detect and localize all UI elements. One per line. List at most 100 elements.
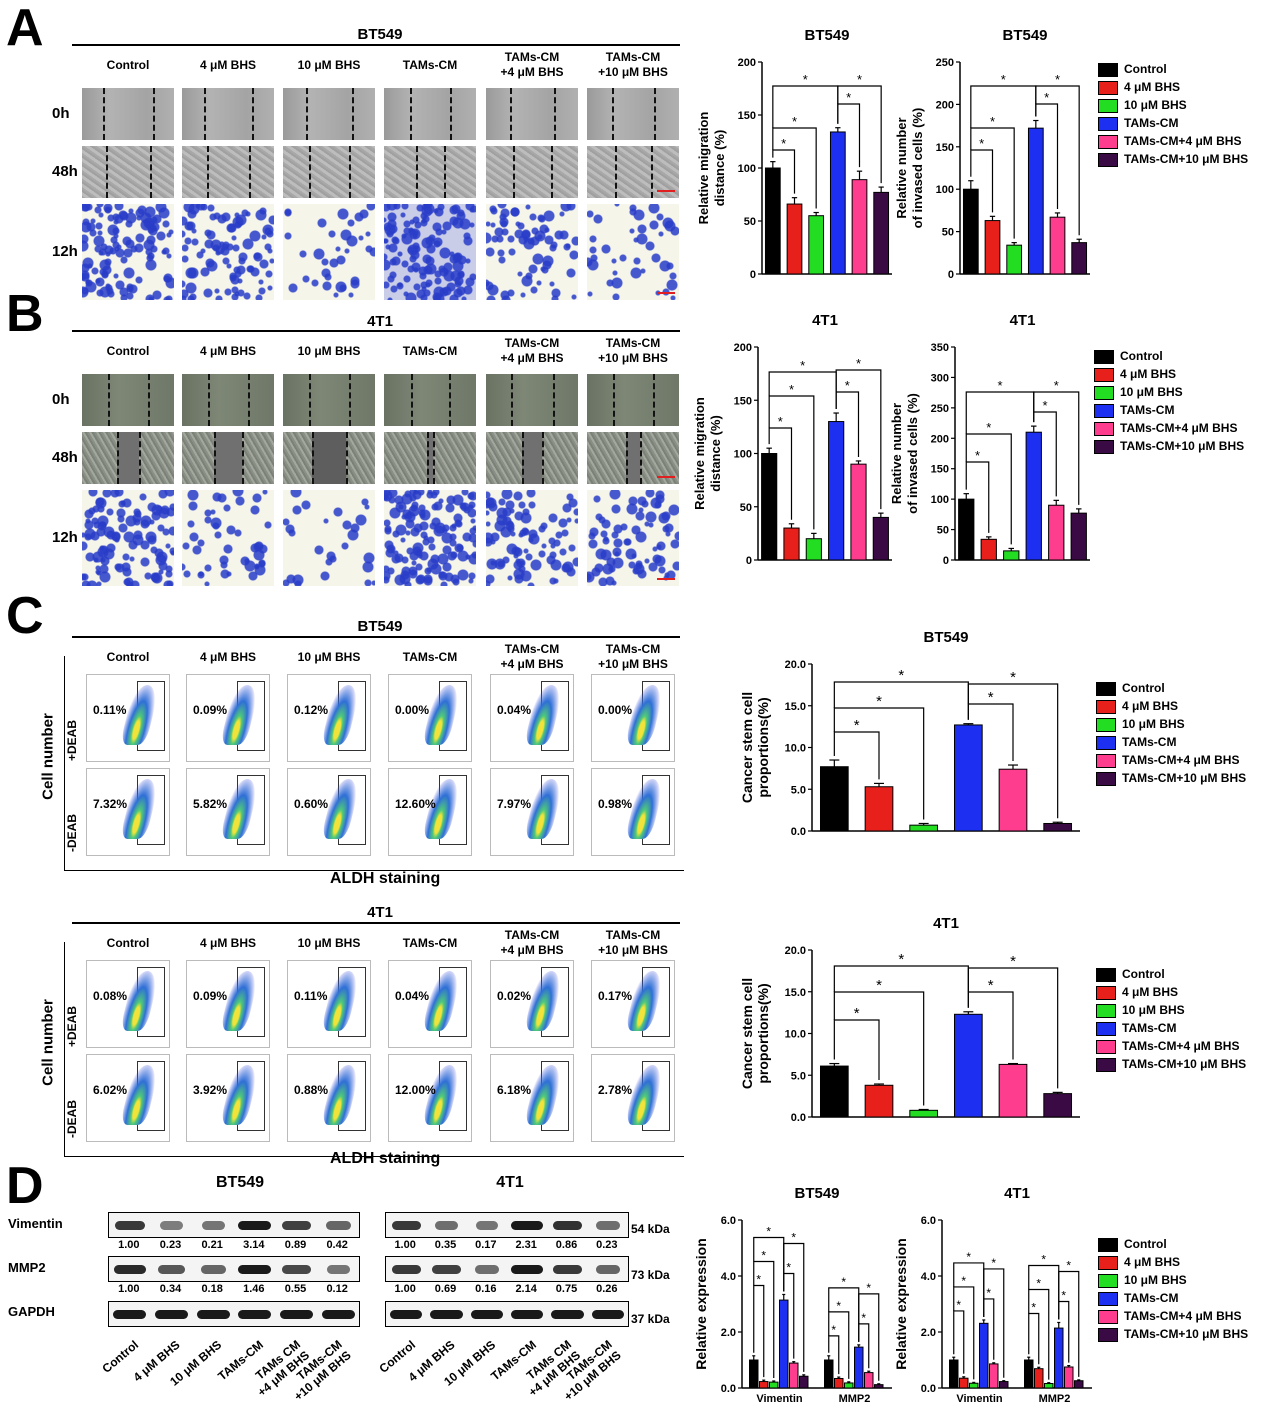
panel-b-col-label-tams: TAMs-CM	[380, 344, 480, 359]
y-tick-label: 50	[942, 227, 954, 239]
significance-star: *	[956, 1298, 961, 1312]
significance-star: *	[856, 356, 861, 371]
panel-d-4t1-value-vimentin-0: 1.00	[394, 1239, 416, 1251]
panel-c-4t1-flow-plot-plus-deab-control: 0.08%	[86, 960, 170, 1048]
chart-B-invasion: 0 50 100 150 200 250 300 350 4T1 Relative numbero…	[889, 312, 1090, 567]
bar	[1071, 242, 1088, 275]
significance-star: *	[786, 1260, 791, 1274]
significance-star: *	[845, 378, 850, 393]
panel-d-bt549-value-vimentin-5: 0.42	[326, 1239, 348, 1251]
panel-d-4t1-band-mmp2-0	[391, 1265, 421, 1274]
panel-a-wound-edge-right	[651, 146, 653, 198]
panel-b-tile-1-tams	[384, 432, 476, 484]
chart-title: BT549	[794, 1185, 839, 1202]
panel-a-legend-swatch	[1098, 99, 1118, 113]
bar	[1034, 1368, 1044, 1389]
significance-bracket	[970, 149, 994, 213]
significance-star: *	[841, 1275, 846, 1289]
panel-b-col-label-line: Control	[106, 344, 150, 358]
panel-d-bt549-band-vimentin-4	[281, 1221, 312, 1230]
significance-bracket	[858, 1293, 880, 1381]
panel-b-col-label-line: +10 μM BHS	[598, 351, 668, 365]
panel-d-legend-swatch	[1098, 1274, 1118, 1288]
panel-a-tile-0-bhs4	[182, 88, 274, 140]
panel-c-bt549-legend-label: 4 μM BHS	[1122, 699, 1179, 713]
panel-c-bt549-flow-percent: 0.11%	[93, 703, 127, 717]
bar	[789, 1362, 799, 1389]
significance-bracket	[1028, 1312, 1040, 1365]
panel-c-4t1-flow-plot-plus-deab-tams4: 0.02%	[490, 960, 574, 1048]
panel-b-wound-edge-right	[349, 374, 351, 426]
panel-a-wound-edge-right	[349, 146, 351, 198]
y-tick-label: 100	[738, 163, 756, 175]
panel-b-col-label-line: 4 μM BHS	[199, 344, 256, 358]
panel-b-legend-label: TAMs-CM	[1120, 403, 1175, 417]
y-tick-label: 5.0	[791, 1070, 806, 1082]
panel-b-col-label-line: TAMs-CM	[504, 336, 560, 350]
panel-c-bt549-flow-plot-minus-deab-bhs4: 5.82%	[186, 768, 270, 856]
panel-a-wound-edge-left	[612, 88, 614, 140]
panel-a-col-label-line: TAMs-CM	[605, 50, 661, 64]
bar	[854, 1346, 864, 1389]
bar	[873, 191, 890, 275]
panel-c-4t1-flow-plot-minus-deab-tams: 12.00%	[388, 1054, 472, 1142]
y-axis-label: Relative expression	[693, 1238, 709, 1370]
significance-star: *	[1010, 669, 1016, 686]
significance-bracket	[1058, 1270, 1080, 1377]
bar	[984, 220, 1001, 275]
panel-c-bt549-y-axis	[64, 656, 65, 870]
significance-bracket	[1035, 85, 1080, 236]
panel-c-4t1-title: 4T1	[367, 904, 393, 921]
panel-a-tile-2-tams10	[587, 204, 679, 300]
panel-b-wound-edge-left	[208, 374, 210, 426]
panel-c-bt549-flow-percent: 0.09%	[193, 703, 228, 717]
panel-b-col-label-bhs4: 4 μM BHS	[178, 344, 278, 359]
significance-star: *	[866, 1281, 871, 1295]
panel-d-bt549-value-mmp2-2: 0.18	[201, 1283, 223, 1295]
significance-bracket	[1033, 411, 1057, 497]
panel-d-4t1-value-mmp2-1: 0.69	[434, 1283, 457, 1295]
panel-d-bt549-band-gapdh-2	[196, 1310, 230, 1319]
panel-b-rule	[72, 330, 680, 332]
panel-b-scale-bar	[657, 578, 675, 580]
significance-bracket	[1058, 1300, 1070, 1363]
panel-d-bt549-band-vimentin-1	[160, 1221, 183, 1230]
panel-c-bt549-col-label-line: +10 μM BHS	[598, 657, 668, 671]
panel-b-col-label-line: TAMs-CM	[402, 344, 458, 358]
significance-bracket	[783, 1242, 805, 1372]
panel-d-legend-swatch	[1098, 1256, 1118, 1270]
panel-c-bt549-flow-percent: 0.98%	[598, 797, 633, 811]
bar	[953, 1013, 983, 1118]
y-axis-label-line: Relative migration	[696, 112, 711, 225]
panel-c-bt549-legend-swatch	[1096, 754, 1116, 768]
panel-c-bt549-flow-plot-minus-deab-tams: 12.60%	[388, 768, 472, 856]
panel-a-col-label-line: TAMs-CM	[402, 58, 458, 72]
panel-b-legend-label: 4 μM BHS	[1120, 367, 1177, 381]
significance-star: *	[1010, 953, 1016, 970]
significance-star: *	[1041, 1252, 1046, 1266]
panel-c-4t1-legend-label: TAMs-CM+4 μM BHS	[1122, 1039, 1240, 1053]
chart-A-migration: 0 50 100 150 200 BT549 Relative migrationdista…	[696, 27, 892, 281]
panel-b-wound-gap	[117, 432, 139, 484]
panel-c-bt549-col-label-control: Control	[78, 650, 178, 665]
y-tick-label: 2.0	[721, 1327, 736, 1339]
panel-b-legend-label: TAMs-CM+10 μM BHS	[1120, 439, 1245, 453]
panel-c-4t1-flow-plot-plus-deab-bhs4: 0.09%	[186, 960, 270, 1048]
panel-b-tile-0-tams10	[587, 374, 679, 426]
y-axis-label: Relative expression	[893, 1238, 909, 1370]
significance-bracket	[965, 433, 1012, 545]
significance-star: *	[800, 358, 805, 373]
chart-title: 4T1	[1004, 1185, 1030, 1202]
panel-b-wound-edge-left	[613, 374, 615, 426]
significance-star: *	[990, 114, 995, 129]
y-tick-label: 0	[750, 269, 756, 281]
panel-a-wound-edge-left	[106, 146, 108, 198]
bar	[864, 1084, 894, 1118]
y-tick-label: 200	[936, 99, 954, 111]
bar	[999, 1381, 1009, 1389]
panel-c-bt549-legend-label: TAMs-CM+4 μM BHS	[1122, 753, 1240, 767]
panel-a-wound-edge-left	[207, 146, 209, 198]
bar	[872, 516, 889, 561]
panel-c-4t1-legend-label: 10 μM BHS	[1122, 1003, 1185, 1017]
panel-d-4t1-band-vimentin-0	[391, 1221, 421, 1230]
